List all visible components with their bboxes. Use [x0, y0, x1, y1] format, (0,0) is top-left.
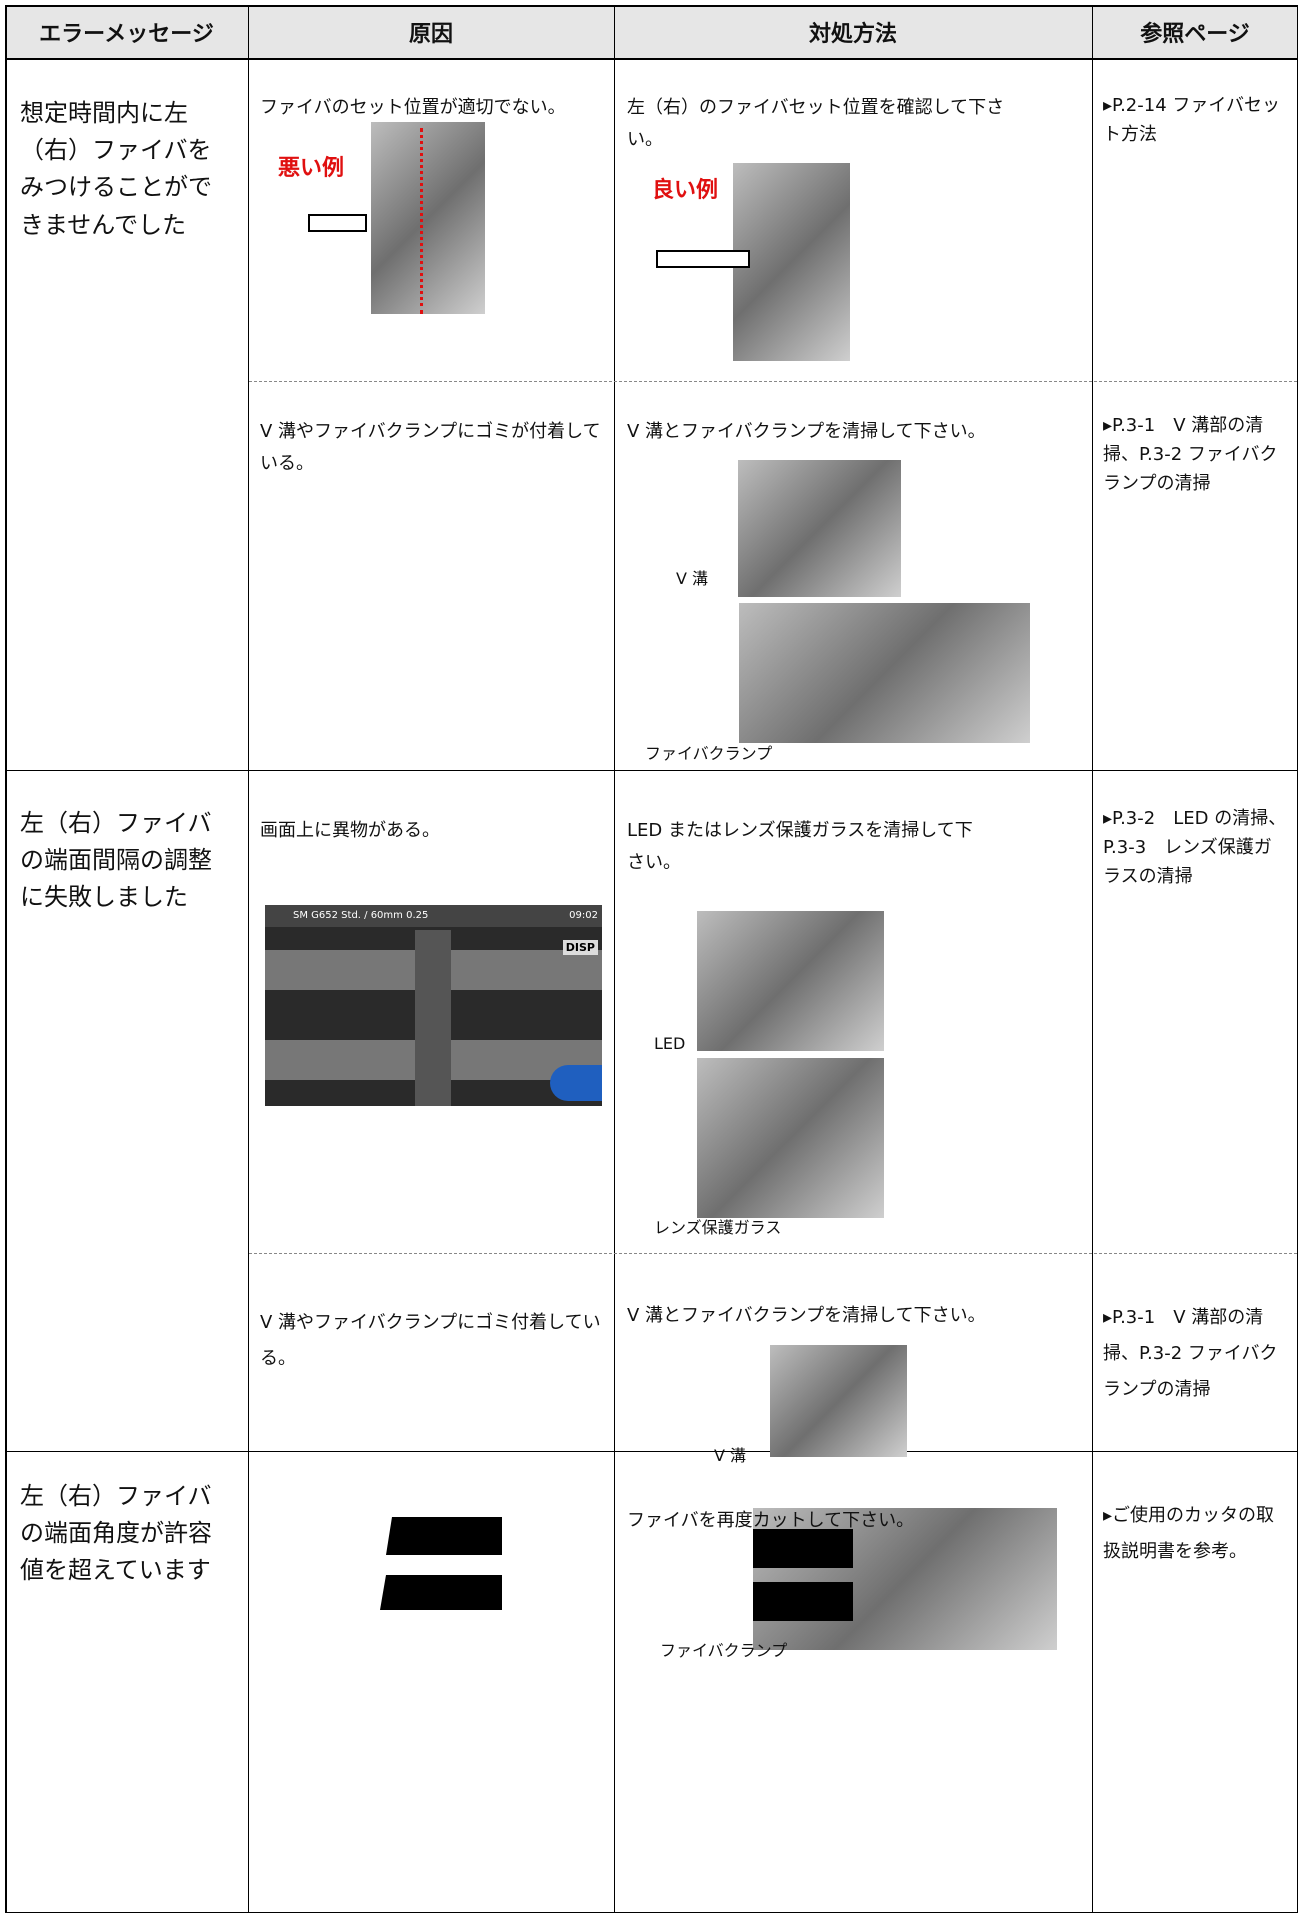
header-cell: 参照ページ: [1140, 21, 1250, 47]
good-cut: [753, 1582, 853, 1621]
error-message: 左（右）ファイバの端面角度が許容値を超えています: [20, 1482, 212, 1585]
figure-label: レンズ保護ガラス: [654, 1218, 782, 1237]
cause: 画面上に異物がある。: [260, 820, 440, 841]
border: [1092, 5, 1093, 1913]
reference: ▸P.3-1 V 溝部の清掃、P.3-2 ファイバクランプの清掃: [1103, 415, 1278, 494]
remedy: 左（右）のファイバセット位置を確認して下さい。: [627, 97, 1005, 150]
screen-bar: SM G652 Std. / 60mm 0.25 09:02: [265, 905, 602, 927]
divider: [249, 381, 1297, 382]
border: [5, 58, 1298, 60]
border: [5, 1912, 1298, 1913]
bad-example-label: 悪い例: [278, 156, 345, 181]
error-message: 左（右）ファイバの端面間隔の調整に失敗しました: [20, 809, 212, 912]
divider: [249, 1253, 1297, 1254]
border: [5, 1451, 1298, 1452]
remedy: V 溝とファイバクランプを清掃して下さい。: [627, 1305, 986, 1326]
photo: [697, 911, 884, 1051]
figure-label: LED: [654, 1034, 686, 1053]
good-cut: [753, 1529, 853, 1568]
border: [248, 5, 249, 1913]
bad-cut: [380, 1575, 502, 1610]
bad-cut: [386, 1517, 502, 1555]
photo: [738, 460, 901, 597]
error-message: 想定時間内に左（右）ファイバをみつけることができませんでした: [20, 99, 212, 239]
reference: ▸P.3-1 V 溝部の清掃、P.3-2 ファイバクランプの清掃: [1103, 1307, 1278, 1400]
screen-button: [550, 1065, 602, 1101]
photo: [739, 603, 1030, 743]
photo: [733, 163, 850, 361]
border: [614, 5, 615, 1913]
photo: [697, 1058, 884, 1218]
figure-label: ファイバクランプ: [660, 1641, 788, 1660]
border: [5, 770, 1298, 771]
cut-figure: [380, 1517, 502, 1610]
header-cell: 対処方法: [808, 21, 897, 47]
fiber: [308, 214, 367, 232]
cause: ファイバのセット位置が適切でない。: [260, 97, 566, 118]
guide: [420, 128, 426, 314]
reference: ▸P.3-2 LED の清掃、P.3-3 レンズ保護ガラスの清掃: [1103, 808, 1287, 887]
figure-label: ファイバクランプ: [645, 744, 773, 763]
reference: ▸P.2-14 ファイバセット方法: [1103, 95, 1281, 145]
remedy: ファイバを再度カットして下さい。: [627, 1510, 915, 1531]
header-bg: [5, 5, 1298, 58]
figure-label: V 溝: [676, 569, 709, 588]
remedy: LED またはレンズ保護ガラスを清掃して下さい。: [627, 820, 973, 873]
screen-text: SM G652 Std. / 60mm 0.25: [293, 910, 429, 921]
screen-button: DISP: [562, 940, 598, 955]
header-cell: 原因: [408, 21, 453, 47]
screen: SM G652 Std. / 60mm 0.25 09:02 DISP: [265, 905, 602, 1106]
cause: V 溝やファイバクランプにゴミが付着している。: [260, 421, 601, 474]
screen-text: 09:02: [569, 910, 598, 921]
reference: ▸ご使用のカッタの取扱説明書を参考。: [1103, 1505, 1275, 1562]
border: [1297, 5, 1298, 1913]
border: [5, 5, 7, 1913]
remedy: V 溝とファイバクランプを清掃して下さい。: [627, 421, 986, 442]
border: [5, 5, 1298, 7]
good-example-label: 良い例: [652, 178, 719, 203]
photo: [770, 1345, 907, 1457]
cause: V 溝やファイバクランプにゴミ付着している。: [260, 1312, 601, 1369]
photo: [371, 122, 485, 314]
fiber: [656, 250, 750, 268]
header-cell: エラーメッセージ: [39, 21, 214, 47]
gap: [415, 930, 451, 1106]
figure-label: V 溝: [714, 1446, 747, 1465]
